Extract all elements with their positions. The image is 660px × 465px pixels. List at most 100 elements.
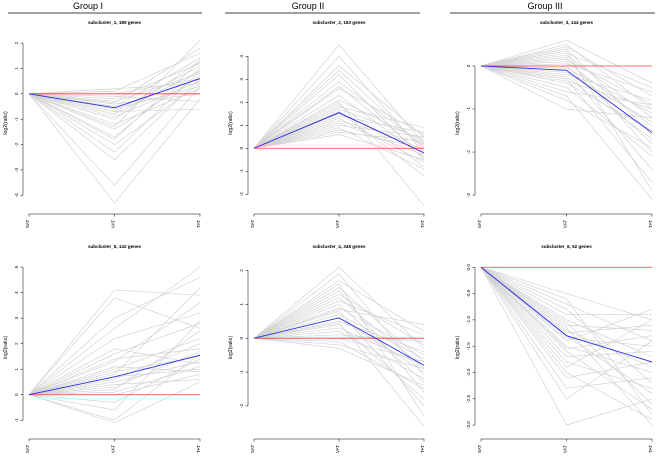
member-line [480,65,653,101]
y-tick-label: -2 [239,192,244,197]
member-line [28,93,201,112]
member-line [253,134,425,161]
y-tick-label: 4 [14,291,19,294]
y-tick-label: -2.5 [466,394,471,402]
member-line [253,309,425,339]
member-line [253,286,425,363]
member-line [253,327,425,366]
member-line [253,331,425,380]
member-line [253,266,425,349]
member-line [253,337,425,386]
member-line [253,334,425,342]
group-title-3: Group III [527,1,562,11]
member-line [480,267,653,400]
member-line [28,60,201,140]
member-line [253,337,425,370]
member-line [480,52,653,88]
member-line [480,266,653,415]
member-line [28,348,201,396]
member-line [480,59,653,106]
group-title-2: Group II [292,1,325,11]
member-line [480,44,653,110]
member-line [28,85,201,186]
member-line [28,287,201,396]
x-tick-label: SAT [477,220,482,229]
panel-5: subcluster_4, 348 genes -2 -1 0 1 2 SAT VAT TAT l… [228,244,425,453]
member-line [28,366,201,396]
y-tick-label: -2 [14,142,19,147]
y-tick-label: -3 [14,167,19,172]
y-tick-label: -2 [466,150,471,155]
member-line [28,93,201,105]
panel-title: subcluster_3, 144 genes [540,20,594,25]
y-tick-label: 0 [14,92,19,95]
member-line [28,266,201,395]
panel-title: subcluster_4, 348 genes [312,244,366,249]
y-tick-label: 1 [239,303,244,306]
member-line [480,266,653,405]
member-line [28,63,201,100]
x-tick-label: SAT [250,220,255,229]
centroid-line [253,112,425,154]
y-tick-label: 0.0 [466,264,471,271]
y-tick-label: 0 [14,393,19,396]
member-line [480,39,653,84]
panel-1: subcluster_1, 189 genes -4 -3 -2 -1 0 1 2 SAT VAT… [3,20,201,228]
member-line [28,312,201,396]
y-tick-label: 5 [14,265,19,268]
y-axis-label: log2(ratio) [3,336,9,360]
member-line [28,351,201,396]
member-line [253,88,425,149]
x-tick-label: TAT [420,220,425,228]
member-line [480,267,653,389]
centroid-line [28,78,201,109]
member-line [480,48,653,136]
member-line [253,122,425,156]
member-line [28,320,201,411]
member-line [253,106,425,149]
x-tick-label: VAT [111,220,116,228]
y-tick-label: -3 [466,193,471,198]
centroid-line [480,65,653,134]
member-line [480,65,653,140]
member-line [253,104,425,167]
member-line [480,266,653,384]
member-line [253,127,425,170]
y-tick-label: 0 [466,64,471,67]
member-line [253,303,425,383]
y-tick-label: -1 [466,107,471,112]
member-line [480,65,653,114]
member-line [28,68,201,138]
group-header-1: Group I [8,1,202,14]
member-line [28,70,201,153]
y-tick-label: -1.5 [466,342,471,350]
member-line [253,280,425,339]
member-line [480,267,653,426]
y-tick-label: -2 [239,403,244,408]
member-line [28,343,201,396]
centroid-line [480,266,653,363]
x-tick-label: TAT [196,220,201,228]
member-line [28,356,201,396]
y-tick-label: 1 [14,367,19,370]
member-line [253,99,425,149]
member-line [28,366,201,396]
member-line [253,69,425,149]
x-tick-label: SAT [250,445,255,454]
member-line [253,131,425,149]
panels: subcluster_1, 189 genes -4 -3 -2 -1 0 1 2 SAT VAT… [3,20,653,453]
member-line [28,358,201,403]
member-line [480,50,653,191]
x-tick-label: VAT [335,445,340,453]
panel-title: subcluster_2, 183 genes [312,20,366,25]
member-line [253,108,425,149]
member-line [480,65,653,149]
member-line [28,302,201,396]
member-line [253,44,425,149]
member-line [480,266,653,342]
member-line [253,300,425,339]
y-tick-label: -4 [14,193,19,198]
member-line [480,266,653,334]
y-tick-label: 2 [239,101,244,104]
